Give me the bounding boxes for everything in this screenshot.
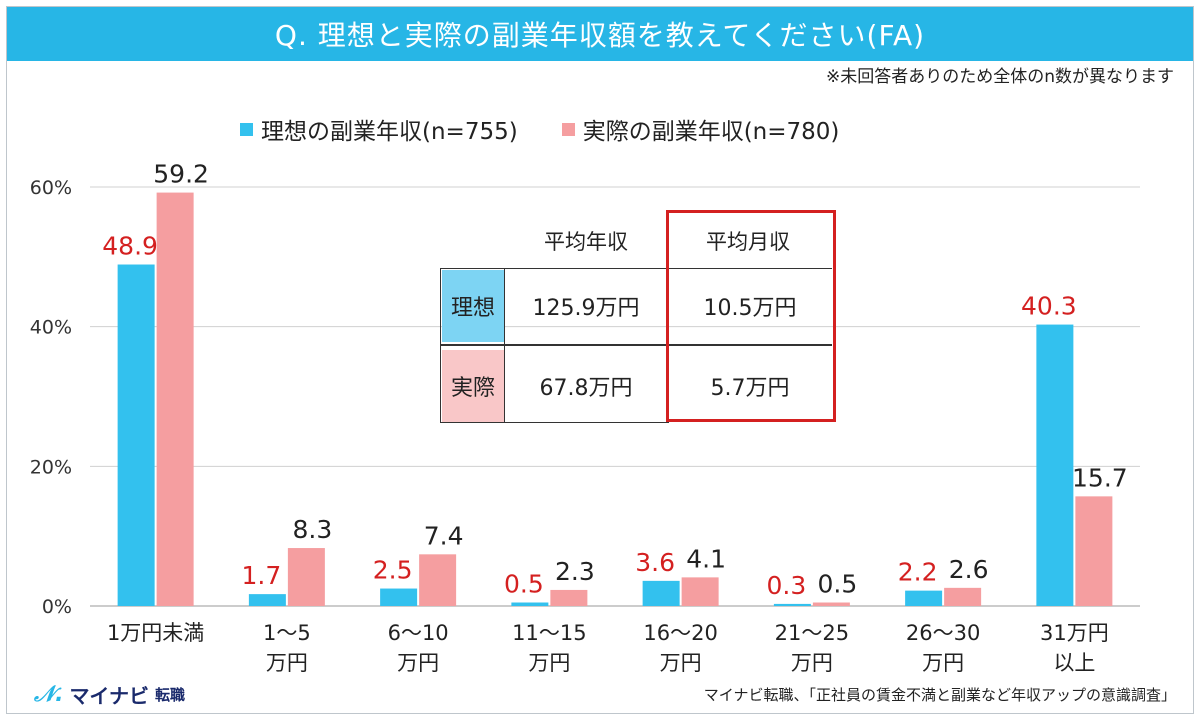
logo-mark-icon: 𝒩.: [34, 682, 64, 707]
y-tick-label: 60%: [30, 177, 72, 199]
data-label-actual: 0.5: [817, 570, 857, 599]
bar-ideal: [1036, 324, 1074, 606]
data-label-ideal: 2.2: [898, 558, 938, 587]
bar-ideal: [511, 602, 549, 606]
x-tick-label: 万円: [397, 651, 439, 675]
bar-ideal: [642, 580, 680, 606]
inset-cell-actual-annual: 67.8万円: [539, 376, 633, 401]
legend-swatch-ideal: [240, 122, 253, 136]
data-label-actual: 2.6: [949, 555, 989, 584]
bar-actual: [812, 602, 850, 606]
x-tick-label: 万円: [922, 651, 964, 675]
x-tick-label: 31万円: [1040, 621, 1109, 645]
bar-ideal: [248, 594, 286, 606]
bar-actual: [287, 548, 325, 606]
y-tick-label: 0%: [42, 596, 72, 618]
bar-ideal: [380, 588, 418, 606]
x-tick-label: 21～25: [775, 621, 849, 645]
bar-actual: [550, 589, 588, 606]
inset-cell-actual-monthly: 5.7万円: [710, 376, 790, 401]
inset-cell-ideal-annual: 125.9万円: [532, 296, 640, 321]
inset-line-left: [440, 268, 441, 423]
x-tick-label: 万円: [791, 651, 833, 675]
x-tick-label: 1万円未満: [107, 621, 204, 645]
data-label-actual: 59.2: [153, 160, 209, 189]
data-label-ideal: 0.5: [504, 570, 544, 599]
inset-line-bottom: [440, 422, 668, 423]
bar-actual: [681, 577, 719, 606]
logo-text: マイナビ: [69, 684, 150, 708]
data-label-actual: 7.4: [424, 521, 464, 550]
bar-actual: [419, 554, 457, 606]
x-tick-label: 万円: [660, 651, 702, 675]
legend: 理想の副業年収(n=755) 実際の副業年収(n=780): [240, 112, 839, 146]
note-text: ※未回答者ありのため全体のn数が異なります: [825, 67, 1174, 87]
chart-title: Q. 理想と実際の副業年収額を教えてください(FA): [7, 7, 1193, 61]
data-label-actual: 2.3: [555, 557, 595, 586]
data-label-ideal: 0.3: [766, 571, 806, 600]
legend-label-ideal: 理想の副業年収(n=755): [261, 119, 518, 145]
x-tick-label: 6～10: [388, 621, 449, 645]
data-label-ideal: 48.9: [102, 232, 158, 261]
y-tick-label: 40%: [30, 317, 72, 339]
x-tick-label: 以上: [1053, 651, 1095, 675]
legend-item-ideal: 理想の副業年収(n=755): [240, 112, 518, 146]
logo-sub: 転職: [155, 686, 186, 704]
x-tick-label: 16～20: [643, 621, 717, 645]
y-tick-label: 20%: [30, 456, 72, 478]
x-tick-label: 万円: [266, 651, 308, 675]
x-tick-label: 万円: [528, 651, 570, 675]
inset-line-middle: [440, 344, 832, 346]
data-label-actual: 15.7: [1072, 463, 1128, 492]
x-tick-label: 26～30: [906, 621, 980, 645]
source-text: マイナビ転職、「正社員の賃金不満と副業など年収アップの意識調査」: [703, 686, 1176, 704]
data-label-ideal: 40.3: [1021, 292, 1077, 321]
x-tick-label: 1～5: [263, 621, 311, 645]
data-label-ideal: 1.7: [241, 561, 281, 590]
x-tick-label: 11～15: [512, 621, 586, 645]
monthly-highlight-box: [666, 210, 836, 422]
chart-frame: Q. 理想と実際の副業年収額を教えてください(FA): [6, 6, 1194, 714]
inset-row-label-ideal: 理想: [442, 270, 504, 342]
data-label-actual: 4.1: [686, 544, 726, 573]
inset-row-label-actual: 実際: [442, 350, 504, 422]
inset-line-top: [440, 268, 832, 269]
bar-ideal: [905, 590, 943, 606]
legend-swatch-actual: [561, 122, 575, 136]
inset-line-label-divider: [504, 268, 505, 423]
legend-label-actual: 実際の副業年収(n=780): [582, 119, 840, 145]
data-label-ideal: 3.6: [635, 548, 675, 577]
data-label-ideal: 2.5: [373, 556, 413, 585]
inset-col-monthly: 平均月収: [706, 230, 790, 254]
inset-col-annual: 平均年収: [544, 230, 628, 254]
data-label-actual: 8.3: [292, 515, 332, 544]
bar-actual: [944, 587, 982, 606]
bar-actual: [156, 192, 194, 606]
bar-ideal: [117, 264, 155, 606]
bar-actual: [1075, 496, 1113, 606]
brand-logo: 𝒩. マイナビ 転職: [34, 680, 185, 709]
bar-ideal: [773, 603, 811, 606]
inset-cell-ideal-monthly: 10.5万円: [703, 296, 797, 321]
legend-item-actual: 実際の副業年収(n=780): [561, 112, 840, 146]
